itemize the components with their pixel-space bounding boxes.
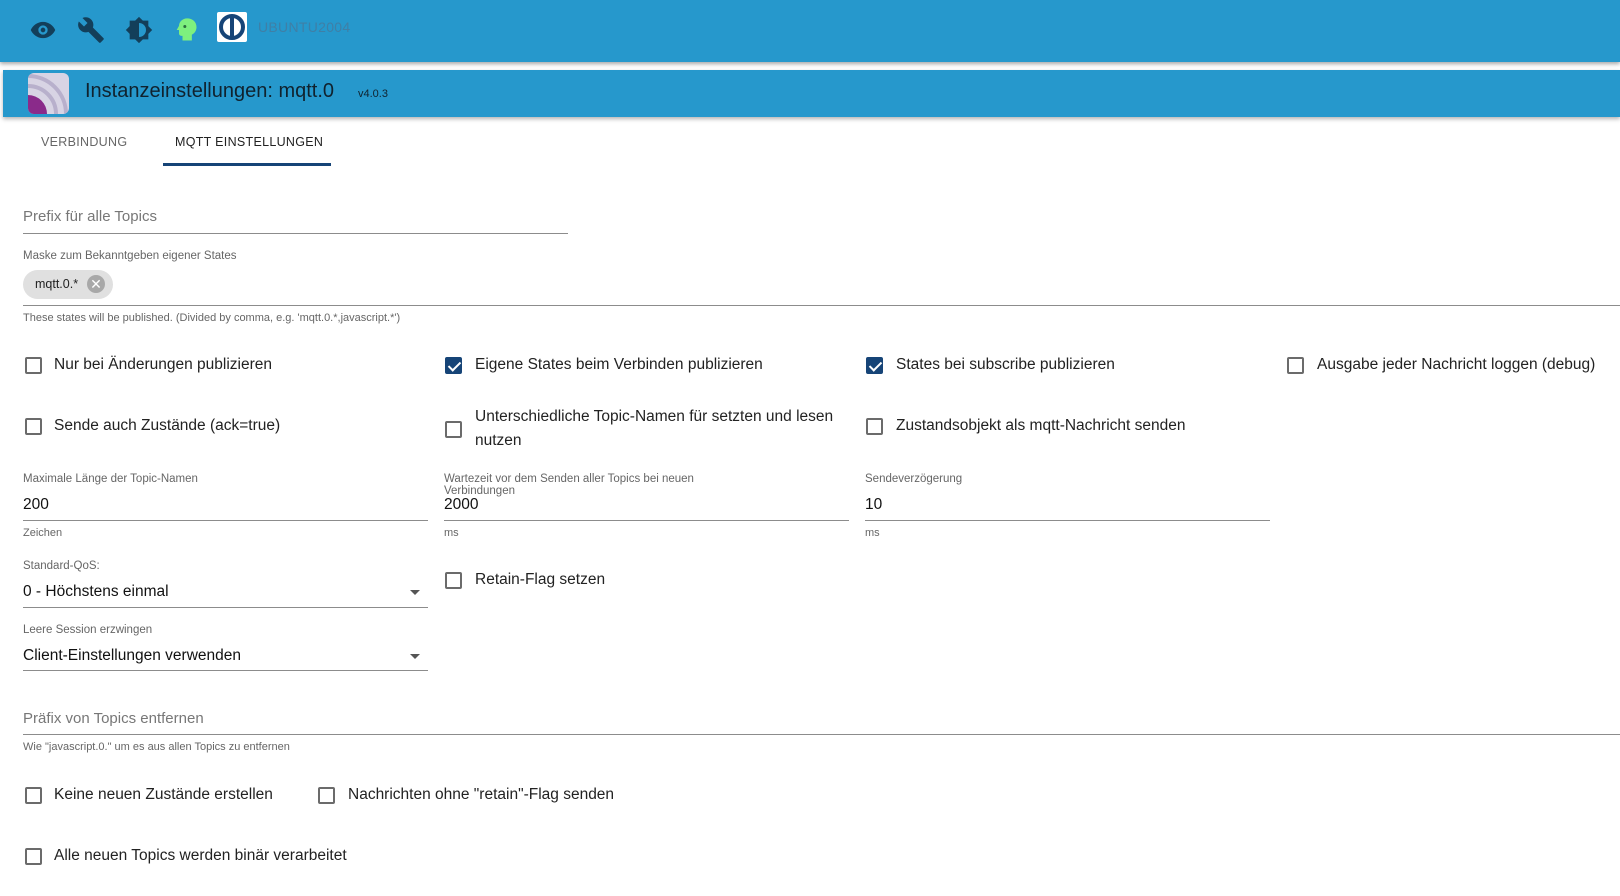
active-tab-indicator xyxy=(163,163,331,166)
wait-time-unit: ms xyxy=(444,527,459,539)
qos-select[interactable]: 0 - Höchstens einmal xyxy=(23,583,169,600)
qos-underline xyxy=(23,607,428,608)
checkbox-state-object[interactable] xyxy=(866,418,883,435)
checkbox-different-topic-names[interactable] xyxy=(445,421,462,438)
tab-mqtt-einstellungen[interactable]: MQTT EINSTELLUNGEN xyxy=(175,135,324,149)
checkbox-only-changes[interactable] xyxy=(25,357,42,374)
top-toolbar: UBUNTU2004 xyxy=(0,0,1620,62)
send-delay-underline xyxy=(865,520,1270,521)
checkbox-debug[interactable] xyxy=(1287,357,1304,374)
remove-prefix-input[interactable]: Präfix von Topics entfernen xyxy=(23,710,204,727)
checkbox-label: States bei subscribe publizieren xyxy=(896,356,1115,373)
checkbox-label: Sende auch Zustände (ack=true) xyxy=(54,417,281,434)
expert-mode-icon[interactable] xyxy=(172,16,200,44)
send-delay-unit: ms xyxy=(865,527,880,539)
checkbox-label: Eigene States beim Verbinden publizieren xyxy=(475,356,763,373)
max-length-input[interactable]: 200 xyxy=(23,496,49,513)
qos-dropdown-arrow-icon[interactable] xyxy=(410,590,420,595)
prefix-input[interactable]: Prefix für alle Topics xyxy=(23,208,157,225)
checkbox-publish-own-states[interactable] xyxy=(445,357,462,374)
send-delay-label: Sendeverzögerung xyxy=(865,473,963,485)
mask-label: Maske zum Bekanntgeben eigener States xyxy=(23,250,237,262)
version-label: v4.0.3 xyxy=(358,88,388,100)
checkbox-no-retain[interactable] xyxy=(318,787,335,804)
checkbox-no-new-states[interactable] xyxy=(25,787,42,804)
prefix-underline xyxy=(23,233,568,234)
checkbox-label: Unterschiedliche Topic-Namen für setzten… xyxy=(475,408,834,449)
mqtt-adapter-logo xyxy=(28,73,69,114)
session-underline xyxy=(23,670,428,671)
checkbox-label: Retain-Flag setzen xyxy=(475,571,606,588)
checkbox-retain[interactable] xyxy=(445,572,462,589)
checkbox-send-ack[interactable] xyxy=(25,418,42,435)
session-select[interactable]: Client-Einstellungen verwenden xyxy=(23,647,241,664)
send-delay-input[interactable]: 10 xyxy=(865,496,883,513)
page-title: Instanzeinstellungen: mqtt.0 xyxy=(85,80,335,102)
mask-underline xyxy=(23,305,1620,306)
mask-chip: mqtt.0.* ✕ xyxy=(23,270,113,299)
checkbox-label: Ausgabe jeder Nachricht loggen (debug) xyxy=(1317,356,1596,373)
remove-prefix-underline xyxy=(23,734,1620,735)
mask-help: These states will be published. (Divided… xyxy=(23,312,401,324)
session-dropdown-arrow-icon[interactable] xyxy=(410,654,420,659)
iobroker-logo[interactable] xyxy=(217,12,247,42)
wait-time-input[interactable]: 2000 xyxy=(444,496,479,513)
instance-header: Instanzeinstellungen: mqtt.0 v4.0.3 xyxy=(3,70,1620,117)
eye-icon[interactable] xyxy=(29,16,57,44)
max-length-unit: Zeichen xyxy=(23,527,63,539)
wait-time-underline xyxy=(444,520,849,521)
chip-label: mqtt.0.* xyxy=(35,277,79,291)
brightness-icon[interactable] xyxy=(125,16,153,44)
chip-delete-icon[interactable]: ✕ xyxy=(87,275,105,293)
checkbox-label: Keine neuen Zustände erstellen xyxy=(54,786,273,803)
tab-verbindung[interactable]: VERBINDUNG xyxy=(41,135,128,149)
qos-label: Standard-QoS: xyxy=(23,560,100,572)
host-name: UBUNTU2004 xyxy=(258,19,351,35)
session-label: Leere Session erzwingen xyxy=(23,624,153,636)
max-length-label: Maximale Länge der Topic-Namen xyxy=(23,473,198,485)
wrench-icon[interactable] xyxy=(77,16,105,44)
wait-time-label: Wartezeit vor dem Senden aller Topics be… xyxy=(444,473,694,497)
checkbox-label: Zustandsobjekt als mqtt-Nachricht senden xyxy=(896,417,1186,434)
checkbox-label: Alle neuen Topics werden binär verarbeit… xyxy=(54,847,347,864)
max-length-underline xyxy=(23,520,428,521)
checkbox-label: Nur bei Änderungen publizieren xyxy=(54,356,273,373)
checkbox-label: Nachrichten ohne "retain"-Flag senden xyxy=(348,786,615,803)
checkbox-publish-on-subscribe[interactable] xyxy=(866,357,883,374)
remove-prefix-help: Wie "javascript.0." um es aus allen Topi… xyxy=(23,741,290,753)
checkbox-binary-topics[interactable] xyxy=(25,848,42,865)
